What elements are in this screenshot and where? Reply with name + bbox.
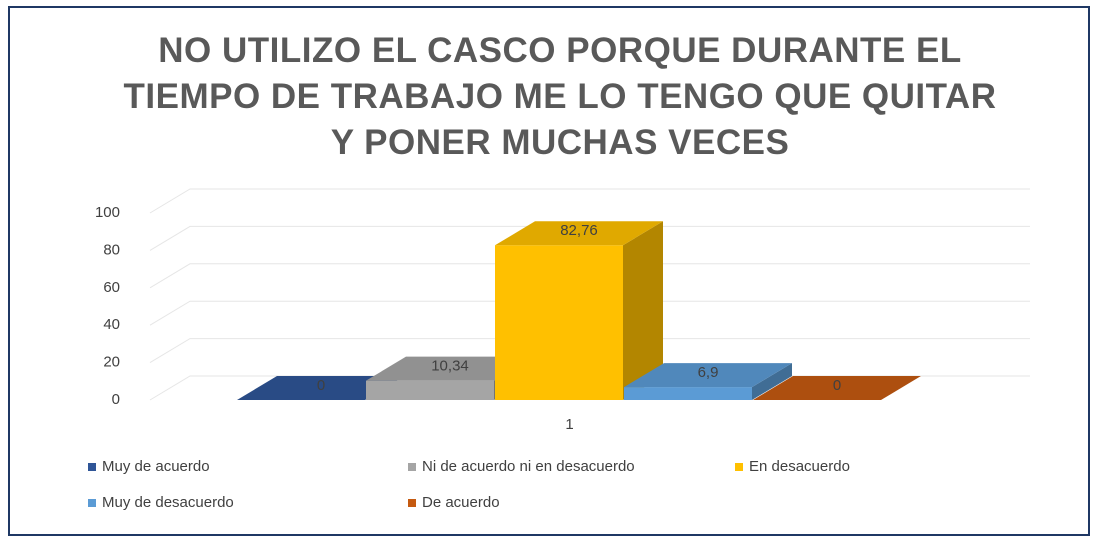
grid-line [149, 338, 1030, 364]
data-label: 0 [833, 377, 841, 394]
bar [624, 363, 792, 400]
bar [495, 221, 663, 400]
bar-top [495, 221, 663, 246]
y-tick-label: 60 [103, 279, 120, 296]
grid-line [149, 188, 1030, 214]
legend-label: Muy de desacuerdo [102, 494, 234, 511]
legend: Muy de acuerdo Ni de acuerdo ni en desacu… [88, 458, 850, 511]
y-tick-label: 40 [103, 316, 120, 333]
bar [237, 376, 405, 400]
legend-label: De acuerdo [422, 494, 500, 511]
legend-label: Ni de acuerdo ni en desacuerdo [422, 458, 635, 475]
bar-front [495, 245, 623, 400]
legend-swatch [735, 463, 743, 471]
grid-line [149, 300, 1030, 326]
bar-side [752, 363, 792, 400]
bar-top [237, 376, 405, 400]
legend-label: Muy de acuerdo [102, 458, 210, 475]
chart-title: NO UTILIZO EL CASCO PORQUE DURANTE EL TI… [123, 31, 997, 162]
grid-line [149, 263, 1030, 289]
bar-top [624, 363, 792, 388]
data-label: 10,34 [431, 358, 469, 375]
bar-front [624, 387, 752, 400]
y-tick-label: 80 [103, 241, 120, 258]
y-tick-label: 0 [112, 391, 120, 408]
legend-swatch [88, 499, 96, 507]
legend-label: En desacuerdo [749, 458, 850, 475]
chart: 0 20 40 60 80 100 1 0 10,34 82,76 6,9 0 Muy de acuer… [88, 188, 1030, 511]
bar-front [366, 380, 494, 400]
x-tick-label: 1 [565, 416, 573, 433]
legend-swatch [408, 463, 416, 471]
y-tick-label: 100 [95, 204, 120, 221]
grid-line [149, 225, 1030, 251]
bar-side [623, 221, 663, 400]
data-label: 0 [317, 377, 325, 394]
data-label: 82,76 [560, 222, 598, 239]
page: {"chart_data": {"type": "bar3d", "title"… [8, 6, 1090, 536]
legend-swatch [408, 499, 416, 507]
bar-top [366, 356, 534, 381]
bar [753, 376, 921, 400]
legend-swatch [88, 463, 96, 471]
data-label: 6,9 [698, 364, 719, 381]
bar-top [753, 376, 921, 400]
y-tick-label: 20 [103, 354, 120, 371]
